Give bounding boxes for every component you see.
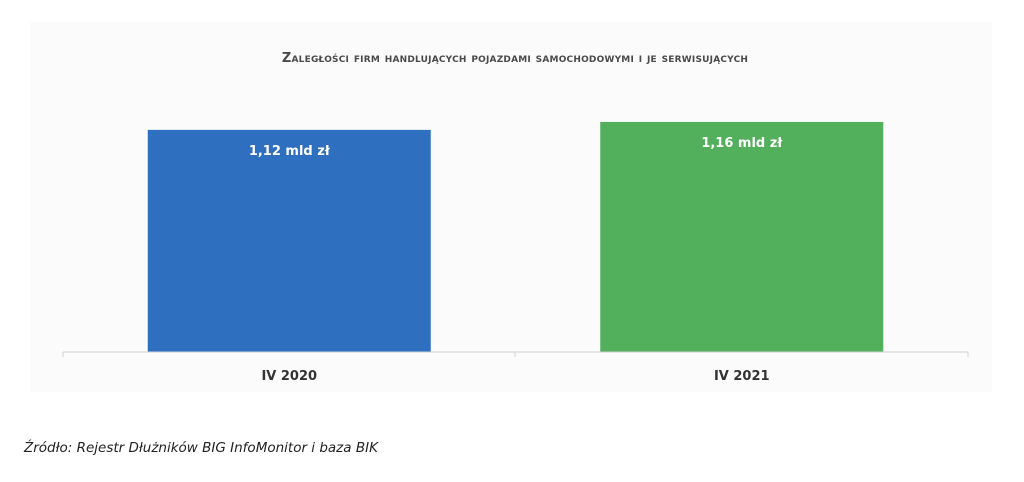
tick-labels-group: IV 2020 IV 2021 [261, 369, 769, 384]
x-tick-label-2: IV 2021 [714, 369, 770, 384]
data-label-2: 1,16 mld zł [701, 136, 783, 151]
x-tick-label-1: IV 2020 [261, 369, 317, 384]
bar-chart: Zaległości firm handlujących pojazdami s… [62, 51, 969, 384]
bar-2 [600, 121, 884, 352]
data-label-1: 1,12 mld zł [249, 144, 331, 159]
bars-group: 1,12 mld zł 1,16 mld zł [147, 121, 884, 352]
chart-area: Zaległości firm handlujących pojazdami s… [30, 22, 992, 392]
source-note: Źródło: Rejestr Dłużników BIG InfoMonito… [24, 440, 378, 456]
chart-title: Zaległości firm handlujących pojazdami s… [282, 51, 748, 66]
bar-1 [147, 129, 431, 352]
